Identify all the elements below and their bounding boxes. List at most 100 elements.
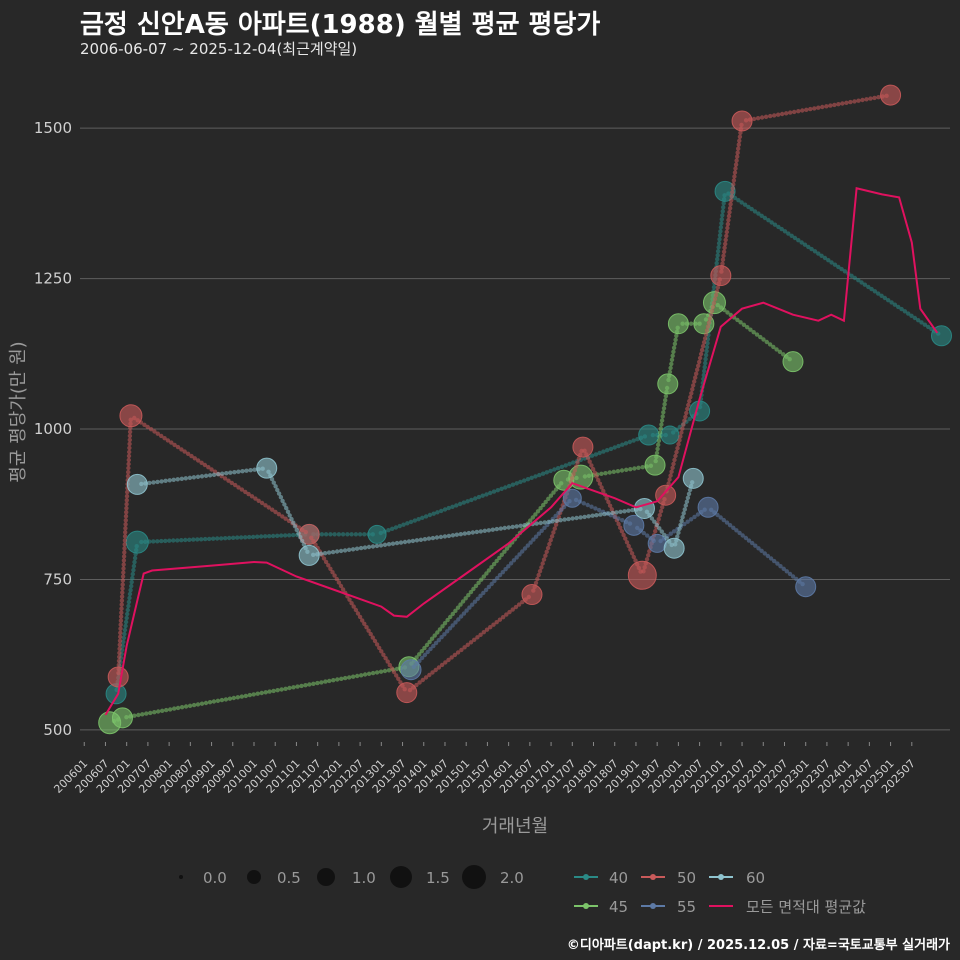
series-50-trail-dot: [124, 506, 129, 511]
series-45-trail-dot: [761, 337, 766, 342]
series-45-trail-dot: [538, 506, 543, 511]
series-50-trail-dot: [127, 429, 133, 435]
series-50-trail-dot: [313, 542, 318, 547]
series-50-trail-dot: [414, 682, 419, 688]
series-45-trail-dot: [603, 471, 608, 476]
size-legend-dot-0: [179, 875, 183, 879]
series-45-trail-dot: [287, 685, 292, 691]
series-40-trail-dot: [819, 253, 824, 258]
series-50-trail-dot: [189, 453, 194, 459]
series-50-trail-dot: [465, 642, 470, 647]
series-40-trail-dot: [892, 302, 898, 307]
chart-subtitle: 2006-06-07 ~ 2025-12-04(최근계약일): [80, 40, 358, 58]
series-50-trail-dot: [689, 391, 694, 396]
series-55-trail-dot: [778, 564, 783, 569]
series-50-trail-dot: [165, 438, 171, 443]
series-60-trail-dot: [207, 473, 213, 478]
series-60-point-3: [633, 497, 655, 519]
series-40-trail-dot: [122, 631, 127, 637]
series-50-trail-dot: [120, 574, 126, 579]
series-40-trail-dot: [529, 475, 534, 480]
series-45-trail-dot: [291, 685, 296, 690]
series-50-trail-dot: [199, 460, 204, 465]
series-45-trail-dot: [458, 602, 463, 607]
series-55-trail-dot: [775, 561, 780, 566]
series-45-trail-dot: [435, 630, 440, 635]
size-legend-dot-3: [390, 866, 412, 888]
series-40-trail-dot: [720, 209, 725, 214]
series-60-trail-dot: [179, 476, 184, 481]
series-60-trail-dot: [402, 539, 408, 545]
series-40-trail-dot: [267, 534, 272, 539]
series-40-trail-dot: [412, 518, 417, 523]
series-40-trail-dot: [720, 213, 725, 218]
series-50-trail-dot: [122, 546, 127, 551]
series-55-trail-dot: [536, 531, 542, 536]
series-45-trail-dot: [331, 678, 336, 683]
series-50-trail-dot: [737, 138, 742, 143]
series-50-trail-dot: [686, 402, 691, 408]
series-50-trail-dot: [179, 447, 184, 452]
series-40-trail-dot: [563, 463, 568, 468]
series-60-trail-dot: [236, 469, 241, 474]
series-55-trail-dot: [718, 515, 723, 520]
series-45-trail-dot: [267, 689, 272, 694]
series-60-trail-dot: [614, 510, 619, 515]
series-50-trail-dot: [710, 304, 716, 310]
series-60-trail-dot: [478, 529, 483, 534]
series-60-trail-dot: [199, 474, 205, 479]
series-45-trail-dot: [279, 687, 284, 692]
series-50-trail-dot: [607, 503, 613, 508]
series-60-trail-dot: [406, 539, 412, 544]
series-55-trail-dot: [511, 558, 517, 563]
series-50-trail-dot: [722, 245, 727, 250]
series-60-trail-dot: [654, 522, 659, 528]
series-45-point-5: [644, 454, 666, 476]
series-50-trail-dot: [725, 221, 731, 227]
series-55-trail-dot: [559, 507, 564, 513]
series-40-trail-dot: [235, 535, 240, 540]
series-60-trail-dot: [171, 477, 176, 482]
series-45-trail-dot: [489, 565, 494, 570]
series-50-trail-dot: [709, 308, 715, 314]
series-60-trail-dot: [630, 507, 635, 513]
series-50-trail-dot: [860, 97, 865, 103]
series-45-trail-dot: [663, 393, 669, 399]
series-50-trail-dot: [256, 498, 261, 503]
series-50-trail-dot: [142, 422, 147, 427]
series-50-trail-dot: [459, 647, 464, 653]
series-50-trail-dot: [772, 113, 777, 118]
series-60-trail-dot: [682, 507, 687, 512]
series-50-trail-dot: [681, 422, 686, 427]
series-60-trail-dot: [594, 513, 599, 518]
series-60-trail-dot: [187, 475, 193, 480]
series-50-trail-dot: [702, 336, 708, 341]
series-50-trail-dot: [126, 453, 132, 459]
series-55-trail-dot: [671, 529, 677, 534]
chart-title: 금정 신안A동 아파트(1988) 월별 평균 평당가: [80, 10, 601, 40]
size-legend-label-4: 2.0: [500, 869, 524, 887]
series-45-trail-dot: [661, 406, 667, 411]
series-45-trail-dot: [551, 490, 556, 495]
series-40-trail-dot: [187, 537, 192, 542]
series-45-trail-dot: [442, 621, 448, 626]
legend-dot-45: [583, 903, 589, 909]
series-50-trail-dot: [117, 650, 122, 656]
series-40-trail-dot: [223, 536, 228, 541]
series-60-trail-dot: [510, 524, 515, 530]
series-40-trail-dot: [465, 499, 470, 504]
series-40-trail-dot: [597, 450, 602, 456]
series-45-trail-dot: [624, 467, 629, 472]
series-60-trail-dot: [195, 474, 201, 479]
series-40-trail-dot: [623, 441, 629, 446]
series-60-trail-dot: [686, 491, 692, 497]
series-45-trail-dot: [219, 697, 225, 703]
series-40-trail-dot: [601, 449, 606, 454]
series-40-trail-dot: [906, 311, 911, 316]
legend-dot-40: [583, 874, 589, 880]
size-legend-label-2: 1.0: [352, 869, 376, 887]
series-50-trail-dot: [266, 505, 271, 510]
series-55-point-4: [697, 496, 719, 518]
series-50-trail-dot: [731, 182, 736, 187]
series-45-trail-dot: [499, 552, 504, 557]
